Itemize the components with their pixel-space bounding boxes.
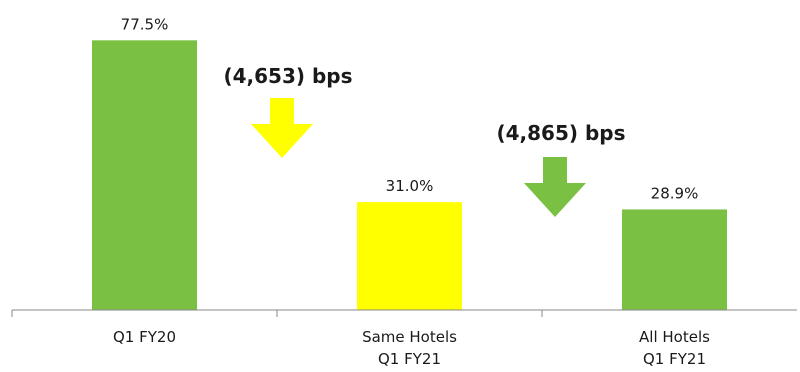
bps-annotation-1: (4,653) bps	[223, 64, 352, 88]
bars-layer	[92, 40, 727, 311]
bar-1	[92, 40, 197, 311]
labels-layer: 77.5% 31.0% 28.9% Q1 FY20 Same Hotels Q1 FY21…	[113, 15, 710, 368]
x-axis	[11, 309, 797, 317]
down-arrow-icon-2	[524, 157, 586, 217]
bar-2	[357, 202, 462, 310]
bar-3	[622, 209, 727, 310]
x-tick-label-2: Same Hotels Q1 FY21	[362, 328, 457, 368]
x-tick-label-3: All Hotels Q1 FY21	[639, 328, 710, 368]
annotations-layer: (4,653) bps (4,865) bps	[223, 64, 626, 217]
x-tick-label-1: Q1 FY20	[113, 328, 176, 346]
bps-annotation-2: (4,865) bps	[496, 121, 625, 145]
data-label-2: 31.0%	[386, 177, 434, 195]
data-label-3: 28.9%	[651, 184, 699, 202]
down-arrow-icon-1	[251, 98, 313, 158]
data-label-1: 77.5%	[121, 15, 169, 33]
